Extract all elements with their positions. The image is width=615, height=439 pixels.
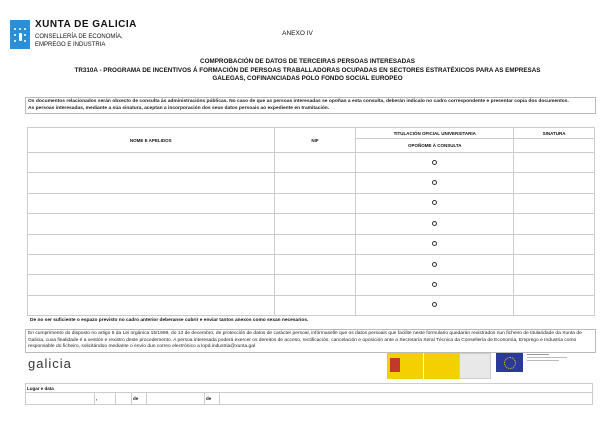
sinatura-cell[interactable] [513, 151, 595, 174]
org-name: XUNTA DE GALICIA [35, 19, 137, 30]
place-date-label: Lugar e data [25, 383, 593, 393]
table-row [27, 294, 595, 317]
header-sinatura-blank [513, 138, 595, 153]
galicia-logo: galicia [28, 356, 72, 371]
year-field[interactable] [219, 392, 593, 405]
name-cell[interactable] [27, 233, 275, 255]
persons-table: NOME E APELIDOS NIF TITULACIÓN OFICIAL U… [27, 127, 595, 317]
de-label: de [204, 392, 220, 405]
fse-text-lines [527, 354, 567, 361]
nif-cell[interactable] [273, 192, 357, 215]
oposicion-radio[interactable] [432, 200, 438, 206]
place-date-table: Lugar e data , de de [25, 383, 593, 405]
nif-cell[interactable] [273, 233, 357, 255]
space-note: De no ser suficiente o espazo previsto n… [30, 318, 309, 323]
name-cell[interactable] [27, 253, 275, 276]
header-name: NOME E APELIDOS [27, 127, 275, 153]
department-line: EMPREGO E INDUSTRIA [35, 42, 106, 48]
privacy-notice: En cumprimento do disposto no artigo 5 d… [25, 329, 596, 353]
department-line: CONSELLERÍA DE ECONOMÍA, [35, 34, 123, 40]
oposicion-cell [355, 294, 515, 317]
sinatura-cell[interactable] [513, 233, 595, 255]
nif-cell[interactable] [273, 294, 357, 317]
name-cell[interactable] [27, 151, 275, 174]
nif-cell[interactable] [273, 172, 357, 194]
annex-label: ANEXO IV [282, 30, 313, 37]
oposicion-radio[interactable] [432, 241, 438, 247]
department: CONSELLERÍA DE ECONOMÍA, EMPREGO E INDUS… [35, 33, 123, 49]
title-line: TR310A - PROGRAMA DE INCENTIVOS Á FORMAC… [74, 66, 541, 74]
nif-cell[interactable] [273, 213, 357, 235]
title-line: GALEGAS, COFINANCIADAS POLO FONDO SOCIAL… [212, 75, 403, 82]
name-cell[interactable] [27, 294, 275, 317]
sinatura-cell[interactable] [513, 253, 595, 276]
sinatura-cell[interactable] [513, 274, 595, 296]
header-titulacion: TITULACIÓN OFICIAL UNIVERSITARIA [355, 127, 515, 139]
sinatura-cell[interactable] [513, 172, 595, 194]
notice-text: As persoas interesadas, mediante a súa s… [28, 105, 330, 111]
eu-flag-icon [496, 353, 523, 372]
header-nif: NIF [273, 127, 357, 153]
title-line: COMPROBACIÓN DE DATOS DE TERCEIRAS PERSO… [200, 58, 415, 65]
header-sinatura: SINATURA [513, 127, 595, 139]
coat-of-arms-icon [390, 358, 400, 372]
spain-government-logo [387, 353, 459, 379]
consultation-notice: Os documentos relacionados serán obxecto… [25, 97, 596, 114]
oposicion-radio[interactable] [432, 220, 438, 226]
oposicion-radio[interactable] [432, 180, 438, 186]
oposicion-radio[interactable] [432, 261, 438, 267]
oposicion-cell [355, 192, 515, 215]
name-cell[interactable] [27, 274, 275, 296]
place-field[interactable] [25, 392, 95, 405]
oposicion-cell [355, 253, 515, 276]
table-row [27, 233, 595, 255]
table-row [27, 274, 595, 296]
header-oposicion: OPOÑOME Á CONSULTA [355, 138, 515, 153]
month-field[interactable] [146, 392, 205, 405]
nif-cell[interactable] [273, 274, 357, 296]
oposicion-cell [355, 172, 515, 194]
name-cell[interactable] [27, 213, 275, 235]
sinatura-cell[interactable] [513, 213, 595, 235]
nif-cell[interactable] [273, 253, 357, 276]
oposicion-cell [355, 274, 515, 296]
sinatura-cell[interactable] [513, 294, 595, 317]
form-title: COMPROBACIÓN DE DATOS DE TERCEIRAS PERSO… [20, 58, 595, 84]
oposicion-radio[interactable] [432, 302, 438, 308]
day-field[interactable] [115, 392, 132, 405]
table-row [27, 253, 595, 276]
nif-cell[interactable] [273, 151, 357, 174]
oposicion-cell [355, 233, 515, 255]
table-row [27, 192, 595, 215]
oposicion-cell [355, 151, 515, 174]
table-row [27, 151, 595, 174]
name-cell[interactable] [27, 172, 275, 194]
comma: , [94, 392, 116, 405]
notice-text: Os documentos relacionados serán obxecto… [28, 99, 569, 104]
oposicion-radio[interactable] [432, 282, 438, 288]
xunta-logo-icon [10, 20, 30, 49]
ministry-logo [459, 353, 491, 379]
oposicion-radio[interactable] [432, 159, 438, 165]
name-cell[interactable] [27, 192, 275, 215]
oposicion-cell [355, 213, 515, 235]
table-row [27, 172, 595, 194]
table-row [27, 213, 595, 235]
de-label: de [131, 392, 147, 405]
sinatura-cell[interactable] [513, 192, 595, 215]
